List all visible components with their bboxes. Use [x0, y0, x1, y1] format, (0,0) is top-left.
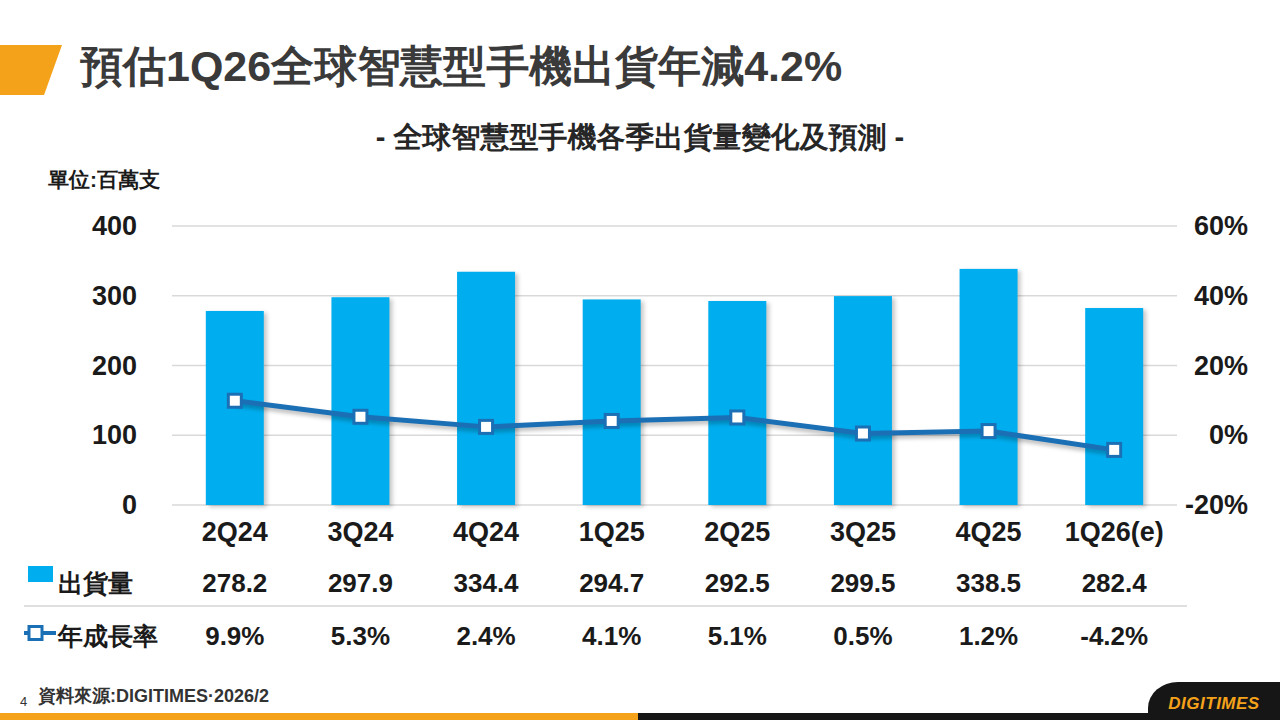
left-axis-tick-0: 0 [122, 490, 137, 520]
legend-label-shipments: 出貨量 [58, 569, 133, 598]
shipment-value-3Q25: 299.5 [830, 568, 895, 598]
shipment-value-3Q24: 297.9 [328, 568, 393, 598]
digitimes-logo-text: DIGITIMES [1168, 694, 1259, 714]
marker-4Q24 [480, 420, 493, 433]
marker-3Q24 [354, 410, 367, 423]
bar-4Q25 [960, 269, 1018, 505]
marker-4Q25 [982, 425, 995, 438]
marker-1Q26(e) [1108, 443, 1121, 456]
slide: 預估1Q26全球智慧型手機出貨年減4.2% - 全球智慧型手機各季出貨量變化及預… [0, 0, 1280, 720]
shipments-combo-chart: 0 100 200 300 400 -20% 0% 20% 40% 60% 2Q24 3Q24 4Q24… [0, 0, 1280, 720]
shipment-value-1Q25: 294.7 [579, 568, 644, 598]
category-label-3Q24: 3Q24 [327, 517, 393, 547]
growth-value-2Q24: 9.9% [205, 621, 264, 651]
growth-value-4Q24: 2.4% [456, 621, 515, 651]
shipment-value-1Q26(e): 282.4 [1082, 568, 1148, 598]
growth-value-3Q24: 5.3% [331, 621, 390, 651]
left-axis-tick-400: 400 [92, 211, 137, 241]
bar-3Q24 [331, 297, 389, 505]
right-axis-tick-60%: 60% [1194, 211, 1248, 241]
marker-2Q25 [731, 411, 744, 424]
growth-value-3Q25: 0.5% [833, 621, 892, 651]
growth-value-2Q25: 5.1% [708, 621, 767, 651]
category-label-2Q24: 2Q24 [202, 517, 268, 547]
growth-value-1Q26(e): -4.2% [1080, 621, 1148, 651]
category-label-4Q25: 4Q25 [956, 517, 1022, 547]
bar-1Q25 [583, 299, 641, 505]
source-note: 資料來源:DIGITIMES·2026/2 [38, 684, 269, 708]
shipment-value-4Q25: 338.5 [956, 568, 1021, 598]
category-label-1Q26(e): 1Q26(e) [1065, 517, 1164, 547]
right-axis-tick-20%: 20% [1194, 351, 1248, 381]
legend-label-growth: 年成長率 [57, 622, 158, 650]
category-label-1Q25: 1Q25 [579, 517, 645, 547]
shipment-value-2Q24: 278.2 [202, 568, 267, 598]
right-axis-tick-40%: 40% [1194, 281, 1248, 311]
bar-1Q26(e) [1085, 308, 1143, 505]
left-axis-tick-200: 200 [92, 351, 137, 381]
bar-3Q25 [834, 296, 892, 505]
legend-bar-swatch-icon [28, 566, 53, 582]
footer-accent-bar-orange [0, 713, 638, 720]
right-axis-tick-0%: 0% [1209, 420, 1248, 450]
shipment-value-2Q25: 292.5 [705, 568, 770, 598]
shipment-value-4Q24: 334.4 [454, 568, 520, 598]
category-label-2Q25: 2Q25 [704, 517, 770, 547]
marker-1Q25 [605, 414, 618, 427]
legend-marker-icon [29, 627, 42, 640]
category-label-3Q25: 3Q25 [830, 517, 896, 547]
growth-value-1Q25: 4.1% [582, 621, 641, 651]
left-axis-tick-300: 300 [92, 281, 137, 311]
marker-3Q25 [856, 427, 869, 440]
bar-4Q24 [457, 272, 515, 505]
digitimes-logo: DIGITIMES [1148, 682, 1280, 720]
right-axis-tick--20%: -20% [1185, 490, 1248, 520]
left-axis-tick-100: 100 [92, 420, 137, 450]
marker-2Q24 [228, 394, 241, 407]
bar-2Q25 [708, 301, 766, 505]
category-label-4Q24: 4Q24 [453, 517, 519, 547]
page-number: 4 [20, 694, 27, 709]
growth-value-4Q25: 1.2% [959, 621, 1018, 651]
